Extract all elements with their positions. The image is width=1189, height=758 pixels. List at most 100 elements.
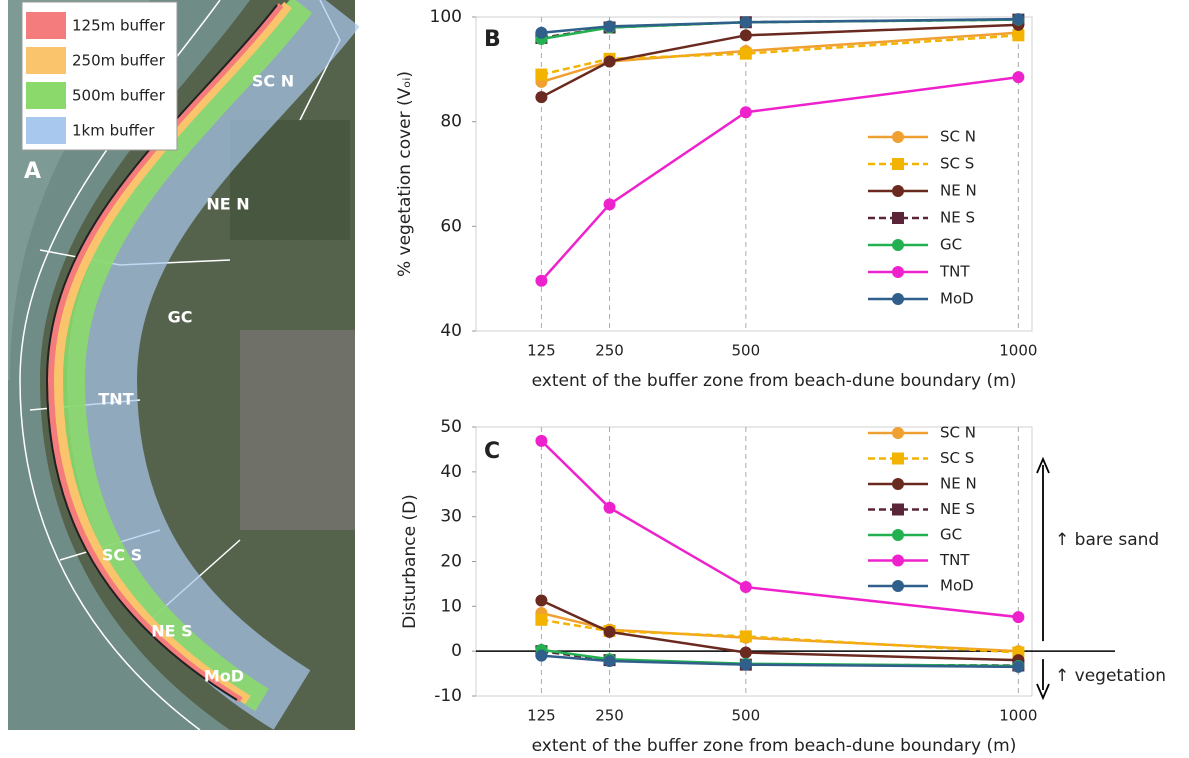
legend-label: SC S [940,449,974,467]
page: 125m buffer 250m buffer 500m buffer 1km buf… [0,0,1189,758]
y-tick-label: -10 [434,686,462,706]
legend-marker [892,158,904,170]
legend-marker [892,529,904,541]
legend-marker [892,580,904,592]
x-tick-label: 125 [527,342,556,360]
marker [535,91,547,103]
marker [604,198,616,210]
map-legend-swatch [26,12,66,39]
map-legend-swatch [26,82,66,109]
y-axis-label: Disturbance (D) [400,494,420,629]
legend-marker [892,555,904,567]
legend-marker [892,212,904,224]
y-tick-label: 80 [440,112,462,132]
legend-label: NE N [940,475,977,493]
marker [740,48,752,60]
marker [535,435,547,447]
map-legend-label: 1km buffer [72,122,155,140]
marker [1012,29,1024,41]
y-tick-label: 40 [440,321,462,341]
region-label: SC N [252,72,294,91]
legend-label: MoD [940,290,974,308]
panel-label: B [484,27,501,52]
x-tick-label: 500 [732,707,761,725]
marker [604,20,616,32]
y-tick-label: 40 [440,462,462,482]
y-tick-label: 60 [440,216,462,236]
legend-marker [892,266,904,278]
legend-marker [892,427,904,439]
map-legend-label: 500m buffer [72,87,166,105]
marker [1012,611,1024,623]
annotation: ↑ vegetation [1055,666,1166,686]
legend-marker [892,453,904,465]
x-axis-label: extent of the buffer zone from beach-dun… [532,736,1017,756]
town [240,330,355,530]
arrow [1037,659,1049,698]
marker [535,595,547,607]
marker [740,16,752,28]
legend-label: MoD [940,577,974,595]
legend-label: GC [940,236,962,254]
y-tick-label: 30 [440,507,462,527]
legend-marker [892,239,904,251]
y-tick-label: 100 [430,7,462,27]
marker [604,502,616,514]
legend-marker [892,131,904,143]
arrow [1037,459,1049,641]
legend-label: SC S [940,155,974,173]
plot-frame [476,17,1032,331]
y-tick-label: 20 [440,552,462,572]
map-legend-label: 125m buffer [72,17,166,35]
legend-marker [892,478,904,490]
x-tick-label: 1000 [999,342,1037,360]
annotation: ↑ bare sand [1055,530,1159,550]
panel-label: C [484,439,500,464]
y-tick-label: 10 [440,596,462,616]
legend-marker [892,504,904,516]
marker [740,106,752,118]
marker [535,614,547,626]
marker [740,630,752,642]
y-tick-label: 50 [440,417,462,437]
x-axis-label: extent of the buffer zone from beach-dun… [532,371,1017,391]
marker [1012,661,1024,673]
legend-label: NE S [940,209,975,227]
marker [604,626,616,638]
marker [740,647,752,659]
marker [535,27,547,39]
x-tick-label: 250 [595,707,624,725]
map-panel: 125m buffer 250m buffer 500m buffer 1km buf… [8,0,355,730]
region-label: NE S [151,622,192,641]
legend-label: TNT [939,263,970,281]
legend-label: SC N [940,424,976,442]
marker [604,55,616,67]
marker [740,659,752,671]
legend-label: NE S [940,500,975,518]
map-legend-swatch [26,117,66,144]
marker [1012,13,1024,25]
legend-label: SC N [940,128,976,146]
marker [1012,71,1024,83]
x-tick-label: 250 [595,342,624,360]
legend-label: NE N [940,182,977,200]
map-legend-label: 250m buffer [72,52,166,70]
map-legend-swatch [26,47,66,74]
x-tick-label: 1000 [999,707,1037,725]
marker [740,581,752,593]
region-label: NE N [206,195,249,214]
legend-label: GC [940,526,962,544]
region-label: TNT [98,390,133,409]
y-tick-label: 0 [451,641,462,661]
x-tick-label: 125 [527,707,556,725]
marker [535,650,547,662]
legend-marker [892,185,904,197]
region-label: GC [168,308,193,327]
region-label: SC S [102,546,142,565]
figure: 125m buffer 250m buffer 500m buffer 1km buf… [0,0,1189,758]
marker [604,655,616,667]
marker [535,275,547,287]
region-label: MoD [204,667,244,686]
marker [535,69,547,81]
x-tick-label: 500 [732,342,761,360]
